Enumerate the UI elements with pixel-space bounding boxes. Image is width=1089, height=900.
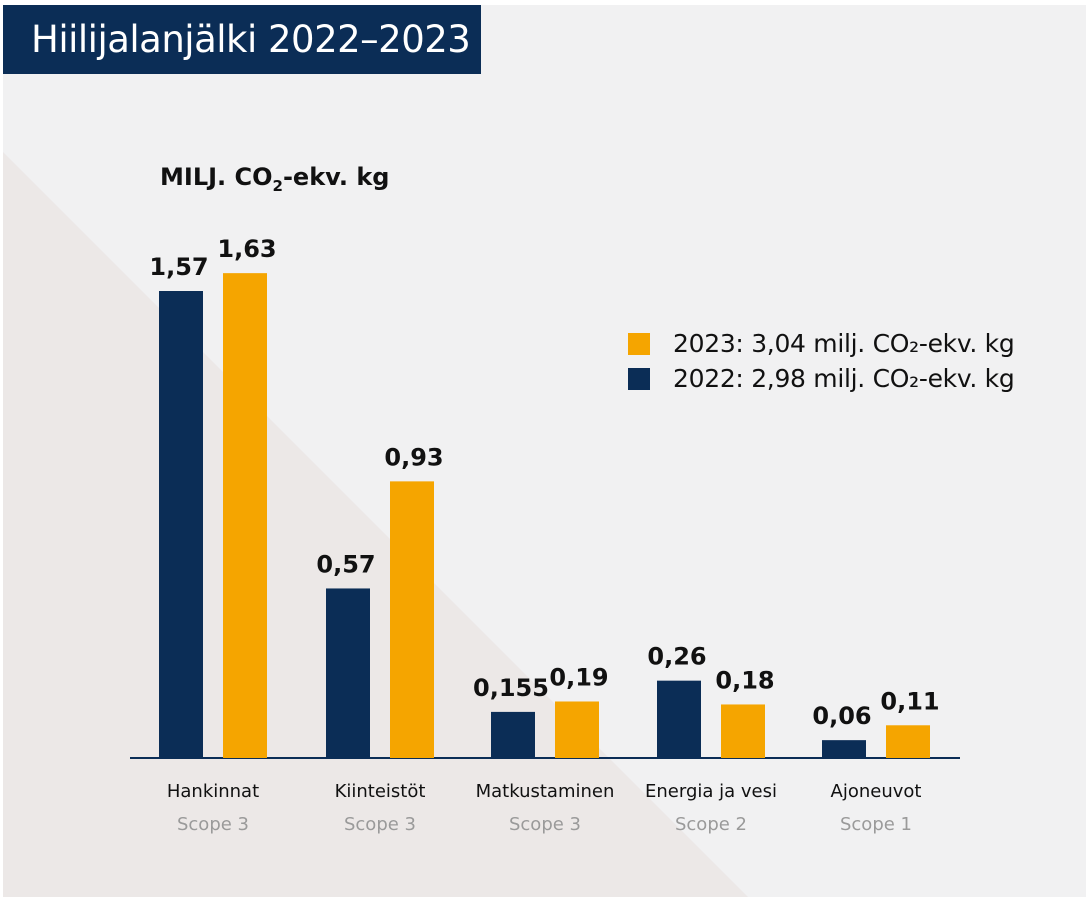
data-label-2023-0: 1,63	[217, 235, 276, 263]
legend-label-2023: 2023: 3,04 milj. CO₂-ekv. kg	[673, 329, 1015, 358]
bar-2023-0	[223, 273, 267, 758]
bar-2022-3	[657, 680, 701, 758]
legend-label-2022: 2022: 2,98 milj. CO₂-ekv. kg	[673, 364, 1015, 393]
bar-2022-0	[159, 291, 203, 758]
category-label-2: Matkustaminen	[476, 781, 615, 802]
legend-swatch-2022	[628, 367, 650, 390]
unit-label-main: MILJ. CO	[160, 163, 273, 191]
bar-2022-4	[822, 740, 866, 758]
category-label-4: Ajoneuvot	[831, 781, 922, 802]
data-label-2023-2: 0,19	[549, 663, 608, 691]
unit-label-suffix: -ekv. kg	[282, 163, 390, 191]
bar-2022-2	[491, 711, 535, 758]
data-label-2023-4: 0,11	[880, 687, 939, 715]
bar-2023-4	[886, 725, 930, 758]
data-label-2022-0: 1,57	[149, 253, 208, 281]
data-label-2022-4: 0,06	[812, 702, 871, 730]
scope-label-2: Scope 3	[509, 814, 581, 835]
bar-2023-1	[390, 481, 434, 758]
data-label-2023-3: 0,18	[715, 666, 774, 694]
legend-item-2023: 2023: 3,04 milj. CO₂-ekv. kg	[628, 326, 1015, 361]
chart-title: Hiilijalanjälki 2022–2023	[31, 18, 471, 61]
legend-item-2022: 2022: 2,98 milj. CO₂-ekv. kg	[628, 361, 1015, 396]
data-label-2022-1: 0,57	[316, 550, 375, 578]
scope-label-3: Scope 2	[675, 814, 747, 835]
y-axis-unit-label: MILJ. CO2-ekv. kg	[160, 163, 389, 195]
bar-2023-2	[555, 701, 599, 758]
data-label-2022-3: 0,26	[647, 643, 706, 671]
scope-label-4: Scope 1	[840, 814, 912, 835]
scope-label-1: Scope 3	[344, 814, 416, 835]
bar-2023-3	[721, 704, 765, 758]
category-label-3: Energia ja vesi	[645, 781, 777, 802]
bar-2022-1	[326, 588, 370, 758]
data-label-2022-2: 0,155	[473, 674, 549, 702]
scope-label-0: Scope 3	[177, 814, 249, 835]
unit-label-subscript: 2	[272, 176, 283, 195]
legend: 2023: 3,04 milj. CO₂-ekv. kg 2022: 2,98 …	[628, 326, 1015, 396]
data-label-2023-1: 0,93	[384, 443, 443, 471]
title-banner: Hiilijalanjälki 2022–2023	[3, 5, 481, 74]
legend-swatch-2023	[628, 332, 650, 355]
category-label-0: Hankinnat	[167, 781, 259, 802]
category-label-1: Kiinteistöt	[335, 781, 426, 802]
